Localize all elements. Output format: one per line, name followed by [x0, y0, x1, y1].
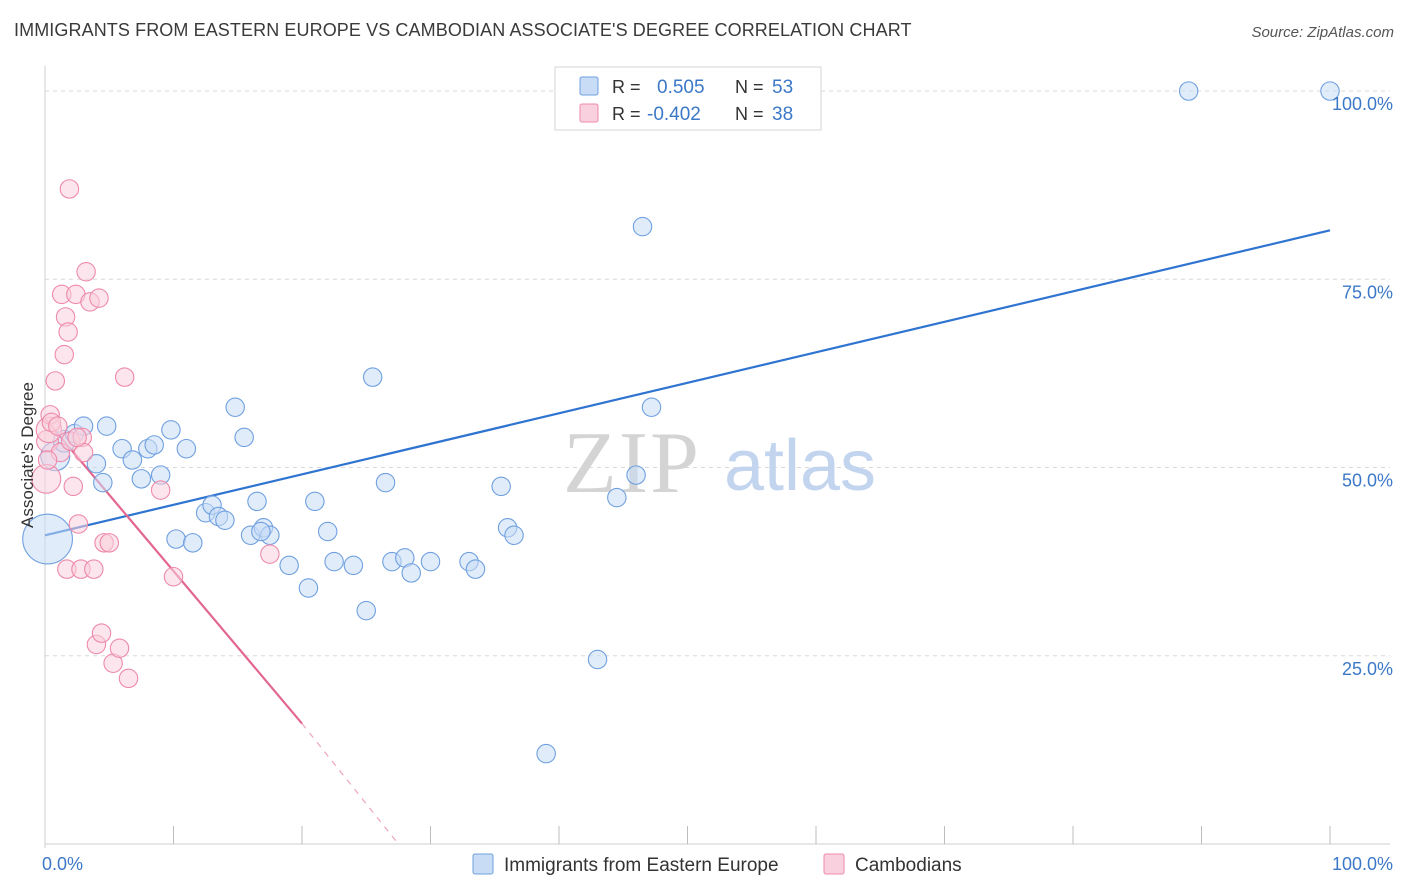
data-point-pink — [118, 668, 139, 689]
data-point-pink — [58, 322, 78, 342]
bottom-legend-label-blue: Immigrants from Eastern Europe — [504, 855, 779, 876]
data-point-pink — [37, 450, 58, 470]
data-point-blue — [587, 649, 608, 670]
data-point-blue — [420, 551, 441, 572]
bottom-legend-swatch-pink — [823, 853, 845, 875]
data-point-pink — [76, 262, 96, 282]
data-point-pink — [260, 544, 280, 564]
data-point-blue — [247, 491, 267, 512]
data-point-blue — [317, 521, 338, 542]
data-point-pink — [91, 623, 112, 643]
y-tick-label-50: 50.0% — [1342, 471, 1393, 491]
data-point-blue — [465, 559, 486, 579]
data-point-blue — [641, 397, 662, 418]
data-point-blue — [1178, 81, 1199, 101]
x-tick-label-0: 0.0% — [42, 854, 83, 874]
y-axis-label: Associate's Degree — [18, 382, 37, 528]
legend-n-label: N = — [735, 77, 764, 97]
data-point-blue — [183, 533, 203, 553]
data-point-blue — [93, 472, 113, 493]
data-points — [22, 81, 1340, 764]
legend-box: R = 0.505 N = 53 R = -0.402 N = 38 — [554, 66, 822, 131]
trend-line-blue — [44, 229, 1331, 537]
data-point-pink — [163, 566, 184, 587]
legend-n-value-pink: 38 — [772, 104, 793, 125]
data-point-pink — [89, 288, 109, 308]
data-point-pink — [54, 344, 75, 365]
legend-r-label: R = — [612, 77, 641, 97]
data-point-blue — [362, 367, 383, 387]
data-point-blue — [86, 454, 107, 474]
trend-line-dashed-pink — [301, 723, 399, 845]
data-point-blue — [176, 438, 197, 459]
axes — [44, 66, 1390, 848]
data-point-pink — [67, 427, 87, 448]
data-point-blue — [251, 521, 271, 542]
bottom-legend: Immigrants from Eastern Europe Cambodian… — [472, 853, 962, 876]
data-point-pink — [68, 514, 89, 534]
legend-n-label: N = — [735, 104, 764, 124]
data-point-blue — [96, 416, 117, 436]
data-point-blue — [122, 450, 143, 470]
data-point-pink — [63, 476, 84, 497]
data-point-blue — [161, 420, 181, 440]
y-tick-label-75: 75.0% — [1342, 282, 1393, 302]
data-point-pink — [48, 416, 68, 436]
data-point-pink — [84, 559, 104, 579]
legend-r-value-blue: 0.505 — [657, 77, 705, 98]
x-tick-label-100: 100.0% — [1332, 854, 1393, 874]
data-point-blue — [131, 469, 152, 489]
tick-labels: 25.0% 50.0% 75.0% 100.0% 0.0% 100.0% — [42, 94, 1393, 874]
data-point-blue — [166, 529, 186, 549]
data-point-blue — [298, 578, 319, 598]
gridlines — [45, 90, 1390, 657]
data-point-blue — [144, 435, 164, 455]
data-point-pink — [45, 371, 66, 391]
data-point-blue — [375, 472, 396, 493]
data-point-blue — [401, 563, 421, 583]
data-point-blue — [626, 465, 646, 485]
legend-r-label: R = — [612, 104, 641, 124]
data-point-pink — [99, 533, 119, 553]
y-tick-label-25: 25.0% — [1342, 659, 1393, 679]
data-point-pink — [109, 638, 130, 658]
data-point-blue — [324, 551, 344, 572]
chart-title: IMMIGRANTS FROM EASTERN EUROPE VS CAMBOD… — [14, 20, 912, 40]
legend-n-value-blue: 53 — [772, 77, 793, 98]
legend-r-value-pink: -0.402 — [647, 104, 701, 125]
y-tick-label-100: 100.0% — [1332, 94, 1393, 114]
data-point-blue — [343, 555, 364, 576]
data-point-pink — [150, 480, 171, 500]
data-point-blue — [536, 743, 556, 764]
data-point-blue — [305, 491, 325, 512]
data-point-pink — [114, 367, 135, 387]
watermark-atlas: atlas — [724, 426, 876, 506]
watermark: ZIP atlas — [563, 415, 876, 512]
legend-swatch-blue — [579, 76, 599, 96]
data-point-blue — [225, 397, 245, 418]
bottom-legend-label-pink: Cambodians — [855, 855, 962, 876]
bottom-legend-swatch-blue — [472, 853, 494, 875]
data-point-blue — [356, 600, 376, 621]
watermark-zip: ZIP — [563, 415, 701, 512]
data-point-blue — [632, 216, 653, 237]
data-point-blue — [22, 513, 73, 565]
data-point-pink — [59, 179, 80, 199]
legend-swatch-pink — [579, 103, 599, 123]
data-point-blue — [234, 427, 254, 448]
data-point-blue — [215, 510, 235, 530]
trend-lines — [44, 229, 1331, 845]
data-point-blue — [504, 525, 524, 546]
data-point-blue — [491, 476, 511, 497]
y-axis-label-group: Associate's Degree — [18, 382, 37, 528]
data-point-blue — [1320, 81, 1340, 101]
source-label: Source: ZipAtlas.com — [1251, 24, 1394, 41]
data-point-blue — [607, 487, 627, 508]
data-point-blue — [279, 555, 299, 576]
